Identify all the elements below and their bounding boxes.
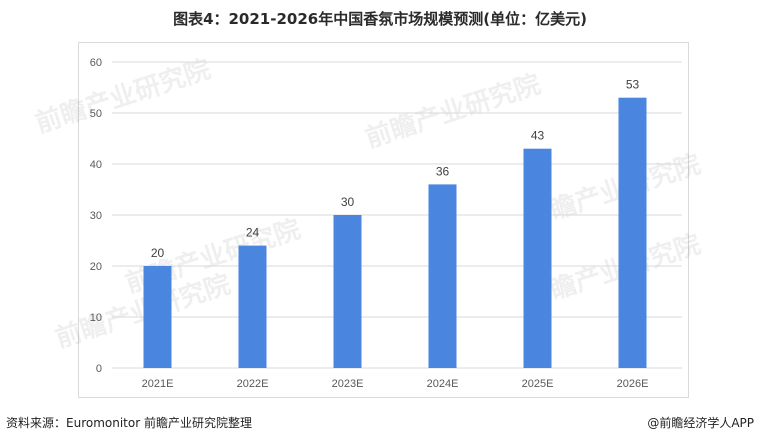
- data-label-2023E: 30: [341, 195, 355, 209]
- bar-2021E: [143, 266, 172, 368]
- data-label-2021E: 20: [151, 246, 165, 260]
- data-label-2024E: 36: [436, 164, 450, 178]
- bar-2022E: [238, 245, 267, 368]
- y-tick-label: 60: [90, 57, 102, 69]
- x-tick-label-2021E: 2021E: [142, 378, 174, 390]
- x-tick-label-2026E: 2026E: [617, 378, 649, 390]
- data-label-2022E: 24: [246, 226, 260, 240]
- data-label-2026E: 53: [626, 78, 640, 92]
- credit-note: @前瞻经济学人APP: [647, 416, 754, 430]
- x-tick-label-2025E: 2025E: [522, 378, 554, 390]
- x-tick-label-2022E: 2022E: [237, 378, 269, 390]
- x-tick-label-2024E: 2024E: [427, 378, 459, 390]
- data-label-2025E: 43: [531, 129, 545, 143]
- bar-2024E: [428, 184, 457, 368]
- chart-panel: [78, 42, 689, 398]
- chart-title: 图表4：2021-2026年中国香氛市场规模预测(单位：亿美元): [173, 10, 587, 28]
- y-tick-label: 30: [90, 210, 102, 222]
- bar-2026E: [618, 97, 647, 368]
- y-tick-label: 50: [90, 108, 102, 120]
- bar-2023E: [333, 215, 362, 368]
- y-tick-label: 40: [90, 159, 102, 171]
- y-tick-label: 10: [90, 312, 102, 324]
- x-tick-label-2023E: 2023E: [332, 378, 364, 390]
- bar-2025E: [523, 148, 552, 368]
- source-note: 资料来源：Euromonitor 前瞻产业研究院整理: [6, 416, 252, 430]
- y-tick-label: 20: [90, 261, 102, 273]
- y-tick-label: 0: [96, 363, 102, 375]
